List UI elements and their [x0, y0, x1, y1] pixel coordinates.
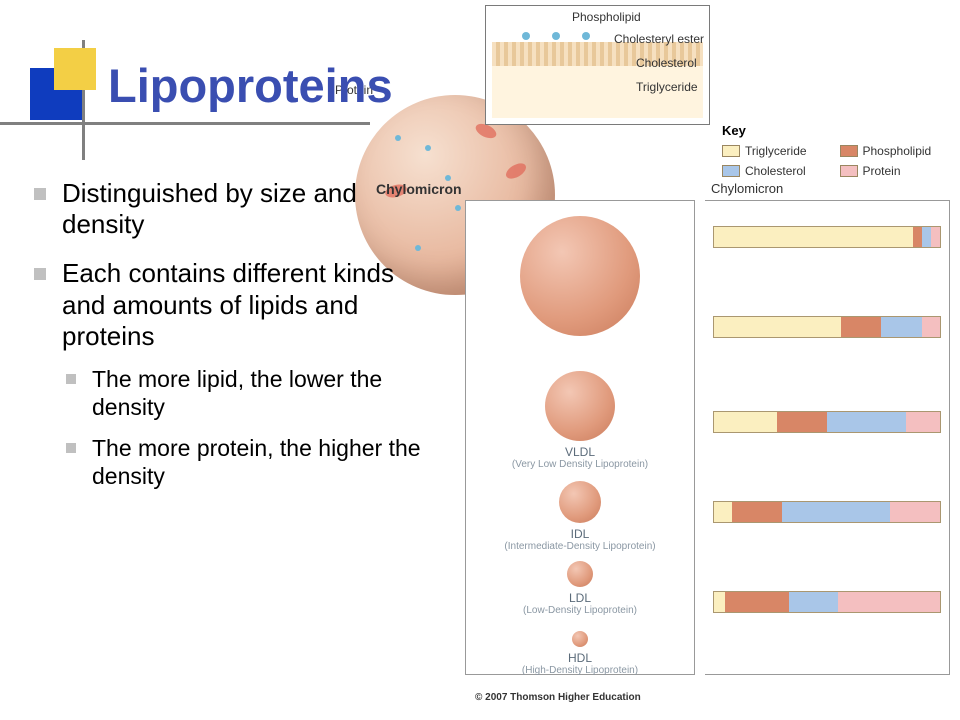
legend-title: Key [722, 123, 947, 138]
legend-label: Phospholipid [863, 144, 932, 158]
legend-item: Triglyceride [722, 144, 830, 158]
bar-col-title: Chylomicron [711, 181, 783, 196]
cholesterol-dot-icon [582, 32, 590, 40]
lipoprotein-size-label: IDL(Intermediate-Density Lipoprotein) [466, 527, 694, 552]
size-comparison-column: Chylomicron VLDL(Very Low Density Lipopr… [465, 200, 695, 675]
composition-bar-segment [931, 227, 940, 247]
composition-bar-segment [789, 592, 839, 612]
composition-bar-segment [714, 592, 725, 612]
bullet-1-text: Distinguished by size and density [62, 178, 357, 239]
lipoprotein-size-sphere [559, 481, 601, 523]
cholesterol-dot-icon [552, 32, 560, 40]
composition-bar-segment [782, 502, 890, 522]
lipoprotein-size-label: VLDL(Very Low Density Lipoprotein) [466, 445, 694, 470]
membrane-inset: Phospholipid Cholesteryl ester Cholester… [485, 5, 710, 125]
legend-label: Protein [863, 164, 901, 178]
lipoprotein-size-sphere [567, 561, 593, 587]
protein-patch-icon [503, 160, 528, 181]
composition-bar-segment [714, 227, 913, 247]
slide-title: Lipoproteins [108, 58, 393, 113]
legend-swatch-icon [722, 145, 740, 157]
composition-bar-segment [841, 317, 882, 337]
bullet-2a-text: The more lipid, the lower the density [92, 366, 382, 420]
composition-bar [713, 501, 941, 523]
lipoprotein-size-sphere [520, 216, 640, 336]
composition-bar-column: Chylomicron [705, 200, 950, 675]
bullet-1: Distinguished by size and density [28, 178, 438, 240]
lipoprotein-size-sphere [572, 631, 588, 647]
composition-bar [713, 226, 941, 248]
composition-bar-segment [922, 317, 940, 337]
legend-label: Triglyceride [745, 144, 807, 158]
composition-bar-segment [732, 502, 782, 522]
cholesterol-dot-icon [395, 135, 401, 141]
inset-phospholipid-label: Phospholipid [572, 10, 641, 24]
legend-key: Key Triglyceride Phospholipid Cholesterol P… [722, 123, 947, 178]
lipoprotein-size-label: HDL(High-Density Lipoprotein) [466, 651, 694, 676]
inset-cholesterol-label: Cholesterol [636, 56, 697, 70]
legend-swatch-icon [840, 145, 858, 157]
legend-item: Protein [840, 164, 948, 178]
composition-bar-segment [777, 412, 827, 432]
title-rule-horizontal [0, 122, 370, 125]
cholesterol-dot-icon [425, 145, 431, 151]
legend-swatch-icon [840, 165, 858, 177]
title-accent-gold [54, 48, 96, 90]
composition-bar [713, 591, 941, 613]
composition-bar-segment [838, 592, 940, 612]
composition-bar-segment [881, 317, 922, 337]
composition-bar-segment [890, 502, 940, 522]
cholesterol-dot-icon [522, 32, 530, 40]
legend-item: Phospholipid [840, 144, 948, 158]
bullet-2-text: Each contains different kinds and amount… [62, 258, 394, 350]
lipoprotein-size-label: LDL(Low-Density Lipoprotein) [466, 591, 694, 616]
bullet-list: Distinguished by size and density Each c… [28, 178, 438, 508]
bullet-2a: The more lipid, the lower the density [62, 366, 438, 421]
inset-cholesteryl-label: Cholesteryl ester [614, 32, 704, 46]
composition-bar-segment [913, 227, 922, 247]
composition-bar-segment [714, 502, 732, 522]
bullet-2b-text: The more protein, the higher the density [92, 435, 421, 489]
composition-bar-segment [714, 412, 777, 432]
composition-bar-segment [714, 317, 841, 337]
composition-bar-segment [922, 227, 931, 247]
composition-bar-segment [906, 412, 940, 432]
lipoprotein-size-sphere [545, 371, 615, 441]
composition-bar-segment [725, 592, 788, 612]
copyright-text: © 2007 Thomson Higher Education [475, 692, 641, 703]
inset-triglyceride-label: Triglyceride [636, 80, 698, 94]
legend-label: Cholesterol [745, 164, 806, 178]
bullet-2: Each contains different kinds and amount… [28, 258, 438, 490]
legend-swatch-icon [722, 165, 740, 177]
legend-item: Cholesterol [722, 164, 830, 178]
composition-bar [713, 316, 941, 338]
cholesterol-dot-icon [455, 205, 461, 211]
bullet-2b: The more protein, the higher the density [62, 435, 438, 490]
composition-bar [713, 411, 941, 433]
composition-bar-segment [827, 412, 906, 432]
